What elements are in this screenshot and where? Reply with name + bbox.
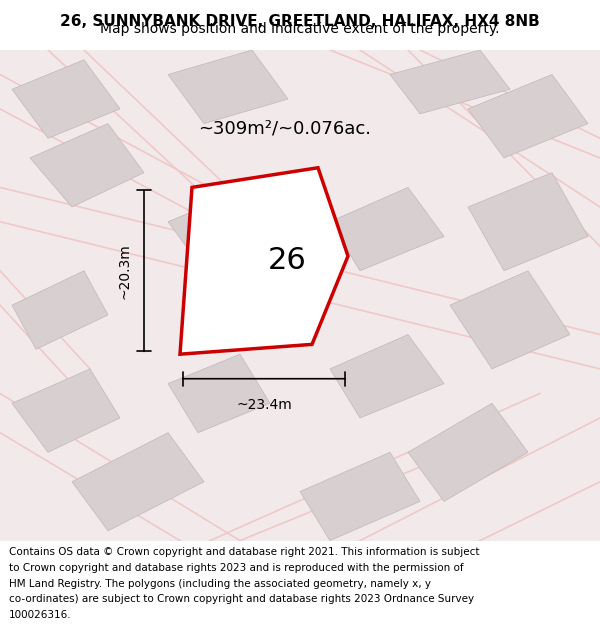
Text: 26, SUNNYBANK DRIVE, GREETLAND, HALIFAX, HX4 8NB: 26, SUNNYBANK DRIVE, GREETLAND, HALIFAX,… — [60, 14, 540, 29]
Text: HM Land Registry. The polygons (including the associated geometry, namely x, y: HM Land Registry. The polygons (includin… — [9, 579, 431, 589]
Polygon shape — [168, 354, 270, 432]
Polygon shape — [180, 168, 348, 354]
Polygon shape — [72, 432, 204, 531]
Text: Contains OS data © Crown copyright and database right 2021. This information is : Contains OS data © Crown copyright and d… — [9, 548, 479, 558]
Polygon shape — [330, 334, 444, 418]
Polygon shape — [390, 50, 510, 114]
Text: ~20.3m: ~20.3m — [118, 243, 132, 299]
Text: co-ordinates) are subject to Crown copyright and database rights 2023 Ordnance S: co-ordinates) are subject to Crown copyr… — [9, 594, 474, 604]
Polygon shape — [450, 271, 570, 369]
Text: ~23.4m: ~23.4m — [236, 398, 292, 412]
Polygon shape — [468, 173, 588, 271]
Polygon shape — [12, 271, 108, 349]
Polygon shape — [408, 403, 528, 501]
Text: ~309m²/~0.076ac.: ~309m²/~0.076ac. — [198, 119, 371, 138]
Polygon shape — [168, 188, 288, 271]
Polygon shape — [168, 50, 288, 124]
Polygon shape — [198, 188, 324, 339]
Polygon shape — [0, 50, 600, 541]
Text: 26: 26 — [268, 246, 307, 276]
Polygon shape — [12, 369, 120, 452]
Polygon shape — [300, 452, 420, 541]
Text: to Crown copyright and database rights 2023 and is reproduced with the permissio: to Crown copyright and database rights 2… — [9, 563, 464, 573]
Polygon shape — [12, 60, 120, 138]
Text: Map shows position and indicative extent of the property.: Map shows position and indicative extent… — [100, 22, 500, 36]
Polygon shape — [330, 188, 444, 271]
Polygon shape — [30, 124, 144, 207]
Polygon shape — [468, 74, 588, 158]
Text: 100026316.: 100026316. — [9, 610, 71, 620]
